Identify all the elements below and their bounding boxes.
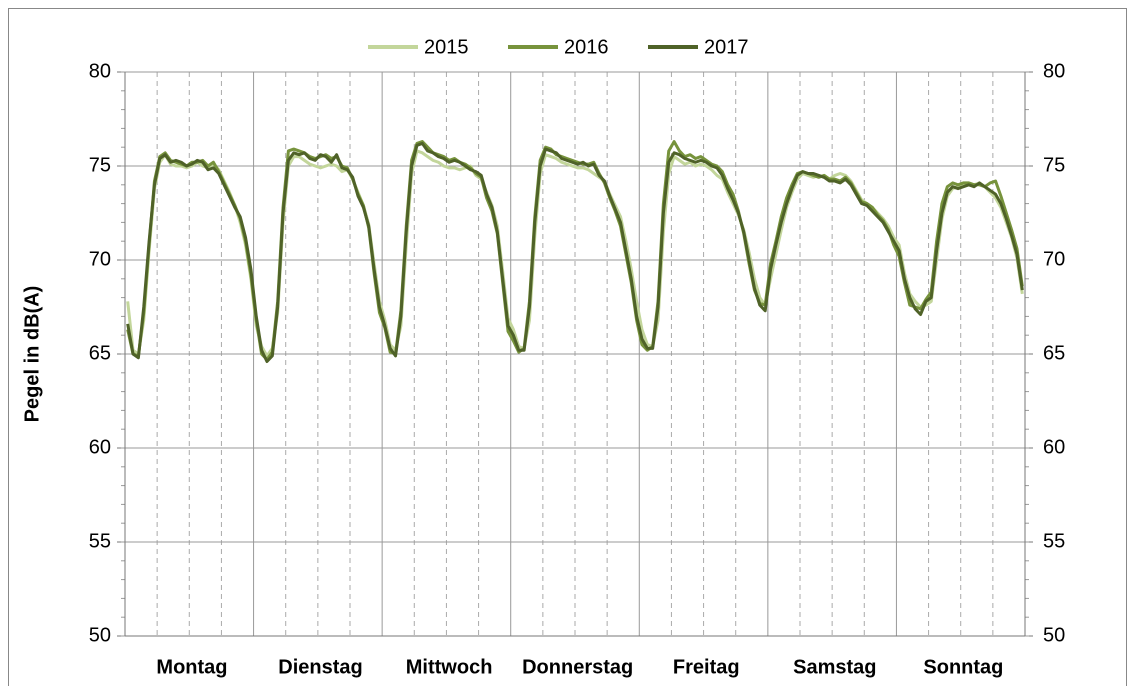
x-tick-label: Dienstag [278, 656, 362, 678]
y2-tick-label: 60 [1043, 436, 1065, 458]
y-tick-label: 65 [89, 342, 111, 364]
y-tick-label: 60 [89, 436, 111, 458]
y2-tick-label: 70 [1043, 248, 1065, 270]
y-tick-label: 70 [89, 248, 111, 270]
y2-tick-label: 80 [1043, 60, 1065, 82]
x-tick-label: Montag [156, 656, 227, 678]
series-line [126, 141, 1024, 364]
y2-tick-label: 65 [1043, 342, 1065, 364]
y-tick-label: 50 [89, 624, 111, 646]
legend-label: 2017 [704, 36, 749, 58]
y-tick-label: 75 [89, 154, 111, 176]
y2-tick-label: 50 [1043, 624, 1065, 646]
y2-tick-label: 55 [1043, 530, 1065, 552]
x-tick-label: Sonntag [923, 656, 1003, 678]
legend-label: 2015 [424, 36, 469, 58]
y-axis-label: Pegel in dB(A) [21, 286, 43, 423]
legend-label: 2016 [564, 36, 609, 58]
chart-frame [8, 8, 1127, 686]
x-tick-label: Samstag [793, 656, 876, 678]
x-tick-label: Freitag [673, 656, 740, 678]
y2-tick-label: 75 [1043, 154, 1065, 176]
y-tick-label: 55 [89, 530, 111, 552]
x-tick-label: Mittwoch [406, 656, 493, 678]
x-tick-label: Donnerstag [522, 656, 633, 678]
y-tick-label: 80 [89, 60, 111, 82]
